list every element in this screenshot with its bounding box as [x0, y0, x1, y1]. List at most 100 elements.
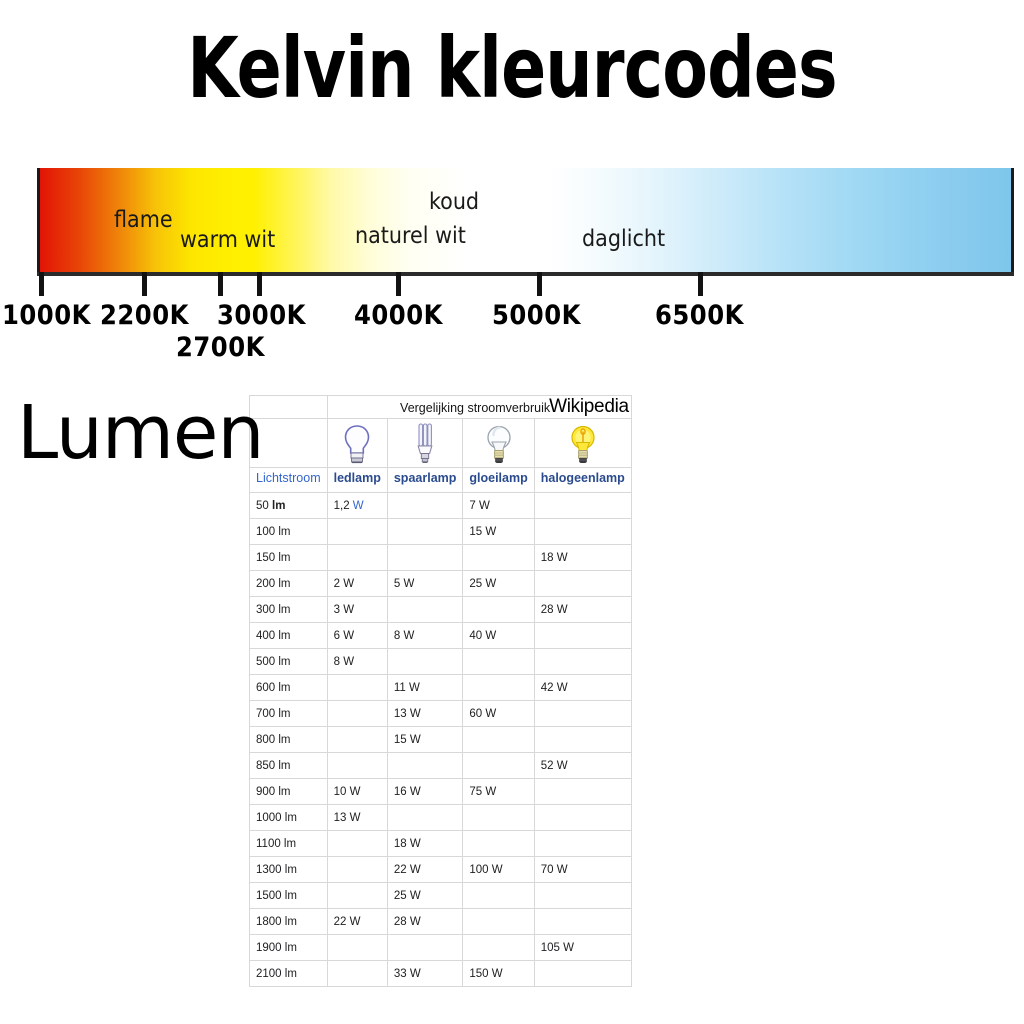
gloei-watt-cell — [462, 908, 535, 935]
lumen-value-cell: 500 lm — [249, 648, 328, 675]
gloei-watt-cell: 25 W — [462, 570, 535, 597]
led-watt-cell — [326, 700, 388, 727]
table-row: 1100 lm 18 W — [249, 830, 632, 857]
page-title: Kelvin kleurcodes — [187, 19, 837, 117]
spaar-watt-cell — [386, 648, 464, 675]
column-header-label: ledlamp — [333, 471, 381, 485]
lumen-heading: Lumen — [17, 390, 264, 476]
led-watt-cell — [326, 544, 388, 571]
column-header-gloeilamp[interactable]: gloeilamp — [462, 467, 535, 493]
lumen-comparison-table: Vergelijking stroomverbruikWikipedia Lich… — [249, 395, 632, 987]
kelvin-tick-5000k — [537, 272, 542, 296]
halogeen-watt-cell — [533, 648, 632, 675]
halogeen-watt-cell — [533, 518, 632, 545]
table-row: 500 lm 8 W — [249, 648, 632, 675]
kelvin-tick-2200k — [142, 272, 147, 296]
halogen-bulb-icon — [535, 423, 631, 465]
column-header-spaarlamp[interactable]: spaarlamp — [386, 467, 464, 493]
wikipedia-wordmark: Wikipedia — [549, 396, 629, 417]
kelvin-tick-1000k — [39, 272, 44, 296]
kelvin-color-scale — [37, 168, 1014, 276]
spaar-watt-cell: 28 W — [386, 908, 464, 935]
lumen-value-cell: 1800 lm — [249, 908, 328, 935]
lumen-value-cell: 1100 lm — [249, 830, 328, 857]
kelvin-tick-label: 5000K — [492, 300, 581, 331]
lumen-value-cell: 1000 lm — [249, 804, 328, 831]
table-row: 1900 lm 105 W — [249, 934, 632, 961]
led-bulb-icon — [328, 423, 387, 465]
lumen-value-cell: 700 lm — [249, 700, 328, 727]
led-watt-cell: 22 W — [326, 908, 388, 935]
watt-unit-link[interactable]: W — [352, 499, 364, 512]
table-row: 100 lm 15 W — [249, 518, 632, 545]
table-row: 850 lm 52 W — [249, 752, 632, 779]
kelvin-tick-3000k — [218, 272, 223, 296]
cfl-bulb-icon-cell — [386, 418, 464, 468]
spaar-watt-cell — [386, 752, 464, 779]
kelvin-tick-label: 4000K — [354, 300, 443, 331]
led-bulb-icon-cell — [326, 418, 388, 468]
kelvin-zone-label-koud: koud — [429, 189, 480, 215]
spaar-watt-cell — [386, 492, 464, 519]
table-row: 1500 lm 25 W — [249, 882, 632, 909]
cfl-bulb-icon — [388, 422, 463, 466]
kelvin-tick-label: 6500K — [655, 300, 744, 331]
halogeen-watt-cell — [533, 882, 632, 909]
table-icon-row — [249, 418, 632, 468]
table-row: 2100 lm 33 W 150 W — [249, 960, 632, 987]
table-row: 1300 lm 22 W 100 W 70 W — [249, 856, 632, 883]
gloei-watt-cell — [462, 726, 535, 753]
spaar-watt-cell: 8 W — [386, 622, 464, 649]
spaar-watt-cell: 22 W — [386, 856, 464, 883]
lumen-value-cell: 900 lm — [249, 778, 328, 805]
lumen-value-cell: 2100 lm — [249, 960, 328, 987]
halogeen-watt-cell: 42 W — [533, 674, 632, 701]
lumen-value-cell: 1900 lm — [249, 934, 328, 961]
column-header-halogeenlamp[interactable]: halogeenlamp — [533, 467, 632, 493]
table-header-row: Lichtstroom ledlamp spaarlamp gloeilamp halo… — [249, 467, 632, 493]
halogeen-watt-cell — [533, 960, 632, 987]
kelvin-tick-6500k — [698, 272, 703, 296]
lumen-comparison-table-wrap: Vergelijking stroomverbruikWikipedia Lich… — [249, 395, 632, 987]
lumen-value-cell: 150 lm — [249, 544, 328, 571]
kelvin-zone-label-daglicht: daglicht — [582, 226, 666, 252]
gloei-watt-cell — [462, 804, 535, 831]
lumen-value-cell: 50 lm — [249, 492, 328, 519]
lumen-value-cell: 400 lm — [249, 622, 328, 649]
gloei-watt-cell — [462, 882, 535, 909]
spaar-watt-cell — [386, 596, 464, 623]
table-caption-cell: Vergelijking stroomverbruikWikipedia — [326, 395, 632, 419]
incandescent-bulb-icon-cell — [462, 418, 535, 468]
lumen-value-cell: 600 lm — [249, 674, 328, 701]
led-watt-cell: 6 W — [326, 622, 388, 649]
table-caption-row: Vergelijking stroomverbruikWikipedia — [249, 395, 632, 419]
table-row: 600 lm 11 W 42 W — [249, 674, 632, 701]
gloei-watt-cell — [462, 596, 535, 623]
table-row: 50 lm 1,2 W 7 W — [249, 492, 632, 519]
led-watt-cell — [326, 856, 388, 883]
lumen-value-cell: 200 lm — [249, 570, 328, 597]
halogeen-watt-cell: 70 W — [533, 856, 632, 883]
gloei-watt-cell: 100 W — [462, 856, 535, 883]
table-caption-text: Vergelijking stroomverbruik — [400, 401, 551, 415]
gloei-watt-cell: 40 W — [462, 622, 535, 649]
lumen-value-cell: 300 lm — [249, 596, 328, 623]
halogeen-watt-cell: 52 W — [533, 752, 632, 779]
column-header-ledlamp[interactable]: ledlamp — [326, 467, 388, 493]
led-watt-cell: 1,2 W — [326, 492, 388, 519]
halogeen-watt-cell — [533, 622, 632, 649]
table-row: 150 lm 18 W — [249, 544, 632, 571]
gloei-watt-cell — [462, 544, 535, 571]
kelvin-tick-label: 3000K — [217, 300, 306, 331]
column-header-label: gloeilamp — [469, 471, 528, 485]
halogeen-watt-cell — [533, 830, 632, 857]
spaar-watt-cell: 18 W — [386, 830, 464, 857]
halogeen-watt-cell — [533, 804, 632, 831]
kelvin-axis-line — [37, 272, 1014, 276]
lumen-value-cell: 1300 lm — [249, 856, 328, 883]
gloei-watt-cell — [462, 830, 535, 857]
led-watt-cell: 8 W — [326, 648, 388, 675]
spaar-watt-cell — [386, 934, 464, 961]
spaar-watt-cell — [386, 804, 464, 831]
kelvin-tick-label: 2200K — [100, 300, 189, 331]
